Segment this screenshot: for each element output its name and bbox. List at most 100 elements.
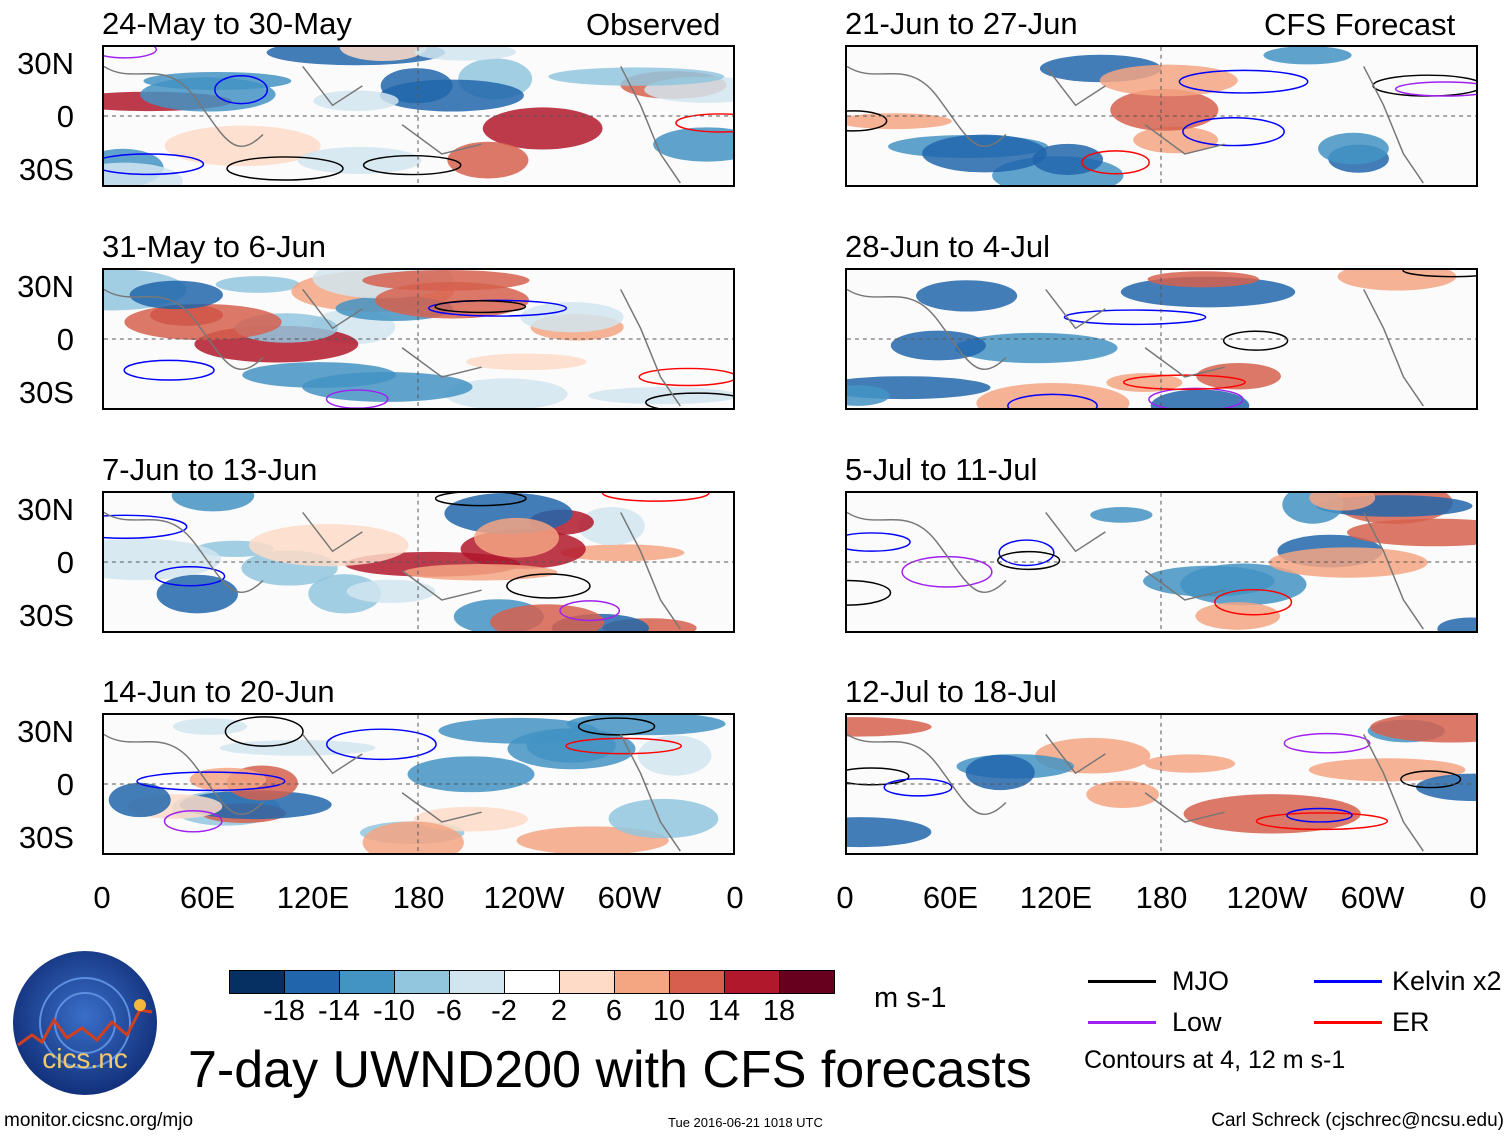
colorbar-swatch bbox=[615, 971, 670, 993]
latitude-label: 30S bbox=[18, 152, 74, 187]
colorbar-swatch bbox=[450, 971, 505, 993]
colorbar-swatch bbox=[285, 971, 340, 993]
wave-contour bbox=[1283, 732, 1371, 754]
wave-contour bbox=[1372, 74, 1476, 97]
wind-anomaly-blob bbox=[444, 378, 568, 408]
wave-contour bbox=[123, 359, 215, 381]
wind-anomaly-blob bbox=[313, 90, 399, 112]
panel-title: 31-May to 6-Jun bbox=[102, 229, 326, 264]
wind-anomaly-blob bbox=[1309, 493, 1376, 511]
longitude-label: 120E bbox=[276, 880, 350, 915]
latitude-label: 30S bbox=[18, 598, 74, 633]
wind-anomaly-blob bbox=[248, 524, 409, 567]
colorbar-tick-label: -2 bbox=[491, 995, 517, 1027]
latitude-label: 0 bbox=[56, 99, 74, 134]
footer-url[interactable]: monitor.cicsnc.org/mjo bbox=[4, 1110, 194, 1131]
wave-contour bbox=[901, 555, 993, 588]
wind-anomaly-blob bbox=[129, 280, 223, 310]
wind-anomaly-blob bbox=[847, 717, 932, 737]
wave-contour bbox=[847, 579, 892, 606]
wind-anomaly-blob bbox=[1308, 758, 1466, 782]
wind-map-panel bbox=[102, 45, 735, 187]
observed-label: Observed bbox=[586, 7, 721, 42]
wind-anomaly-blob bbox=[407, 756, 535, 793]
figure-title: 7-day UWND200 with CFS forecasts bbox=[188, 1041, 1032, 1099]
panel-title: 5-Jul to 11-Jul bbox=[845, 452, 1038, 487]
wave-contour bbox=[325, 389, 389, 408]
coastlines bbox=[847, 65, 1424, 184]
wind-anomaly-blob bbox=[847, 817, 932, 848]
wave-contour bbox=[1148, 387, 1244, 408]
wind-anomaly-blob bbox=[482, 107, 603, 150]
colorbar-tick-label: -14 bbox=[318, 995, 360, 1027]
wind-map-panel bbox=[102, 268, 735, 410]
cics-logo: cics.nc bbox=[12, 950, 158, 1096]
wind-anomaly-blob bbox=[1133, 126, 1219, 154]
wind-anomaly-blob bbox=[1318, 132, 1389, 165]
coastlines bbox=[104, 288, 681, 407]
coastlines bbox=[847, 511, 1424, 630]
colorbar-tick-label: 10 bbox=[652, 995, 686, 1027]
wind-anomaly-blob bbox=[1086, 780, 1160, 809]
panel-title: 12-Jul to 18-Jul bbox=[845, 674, 1057, 709]
wind-anomaly-blob bbox=[104, 538, 221, 581]
wind-anomaly-blob bbox=[1143, 565, 1275, 597]
legend-mjo-line bbox=[1088, 980, 1156, 983]
wind-anomaly-blob bbox=[976, 382, 1130, 408]
longitude-label: 180 bbox=[1135, 880, 1188, 915]
longitude-label: 120E bbox=[1019, 880, 1093, 915]
wave-contour bbox=[427, 299, 568, 317]
wind-anomaly-blob bbox=[1150, 389, 1250, 408]
wave-contour bbox=[1214, 588, 1293, 616]
latitude-label: 30S bbox=[18, 820, 74, 855]
panel-title: 14-Jun to 20-Jun bbox=[102, 674, 335, 709]
legend-low: Low bbox=[1172, 1007, 1222, 1037]
latitude-label: 0 bbox=[56, 545, 74, 580]
colorbar-swatch bbox=[780, 971, 834, 993]
wave-contour bbox=[1286, 807, 1353, 823]
longitude-label: 120W bbox=[483, 880, 565, 915]
forecast-label: CFS Forecast bbox=[1264, 7, 1456, 42]
wind-anomaly-blob bbox=[847, 384, 890, 406]
legend-er: ER bbox=[1392, 1007, 1430, 1037]
wave-contour bbox=[104, 47, 158, 59]
wind-anomaly-blob bbox=[362, 821, 464, 853]
legend-low-line bbox=[1088, 1021, 1156, 1024]
footer-author: Carl Schreck (cjschrec@ncsu.edu) bbox=[1211, 1110, 1504, 1131]
panel-title: 21-Jun to 27-Jun bbox=[845, 6, 1078, 41]
colorbar-swatch bbox=[340, 971, 395, 993]
wind-anomaly-blob bbox=[548, 67, 725, 86]
longitude-label: 180 bbox=[392, 880, 445, 915]
wind-anomaly-blob bbox=[1268, 547, 1428, 578]
wind-anomaly-blob bbox=[1337, 270, 1457, 291]
colorbar-swatch bbox=[395, 971, 450, 993]
wave-contour bbox=[214, 75, 269, 105]
wind-anomaly-blob bbox=[847, 113, 952, 130]
longitude-label: 0 bbox=[1469, 880, 1487, 915]
longitude-label: 60W bbox=[597, 880, 662, 915]
latitude-label: 0 bbox=[56, 767, 74, 802]
logo-text: cics.nc bbox=[42, 1043, 128, 1074]
coastlines bbox=[847, 288, 1424, 407]
wind-anomaly-blob bbox=[302, 372, 473, 402]
wind-map-panel bbox=[102, 491, 735, 633]
colorbar-tick-label: -6 bbox=[436, 995, 462, 1027]
longitude-label: 60W bbox=[1340, 880, 1405, 915]
panel-title: 28-Jun to 4-Jul bbox=[845, 229, 1051, 264]
longitude-label: 0 bbox=[836, 880, 854, 915]
wave-contour bbox=[224, 716, 304, 747]
panel-title: 7-Jun to 13-Jun bbox=[102, 452, 318, 487]
colorbar-swatch bbox=[560, 971, 615, 993]
wave-contour bbox=[645, 392, 733, 408]
wave-contour bbox=[559, 600, 621, 622]
wind-anomaly-blob bbox=[215, 276, 300, 293]
wind-anomaly-blob bbox=[1090, 507, 1153, 523]
wind-anomaly-blob bbox=[578, 506, 645, 546]
wind-anomaly-blob bbox=[156, 574, 239, 614]
wave-contour bbox=[136, 771, 286, 792]
colorbar-tick-label: -18 bbox=[263, 995, 305, 1027]
wave-contour bbox=[1222, 330, 1289, 351]
wind-anomaly-blob bbox=[1437, 617, 1476, 631]
wave-contour bbox=[577, 717, 656, 736]
wind-anomaly-blob bbox=[375, 282, 530, 319]
